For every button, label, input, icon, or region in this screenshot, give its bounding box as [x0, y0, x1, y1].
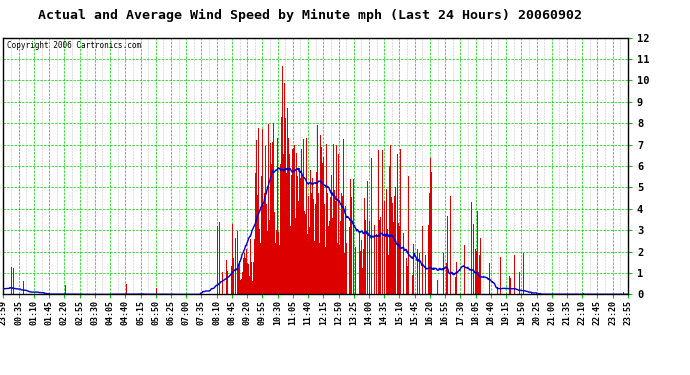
Text: Actual and Average Wind Speed by Minute mph (Last 24 Hours) 20060902: Actual and Average Wind Speed by Minute … — [39, 9, 582, 22]
Text: Copyright 2006 Cartronics.com: Copyright 2006 Cartronics.com — [7, 41, 141, 50]
